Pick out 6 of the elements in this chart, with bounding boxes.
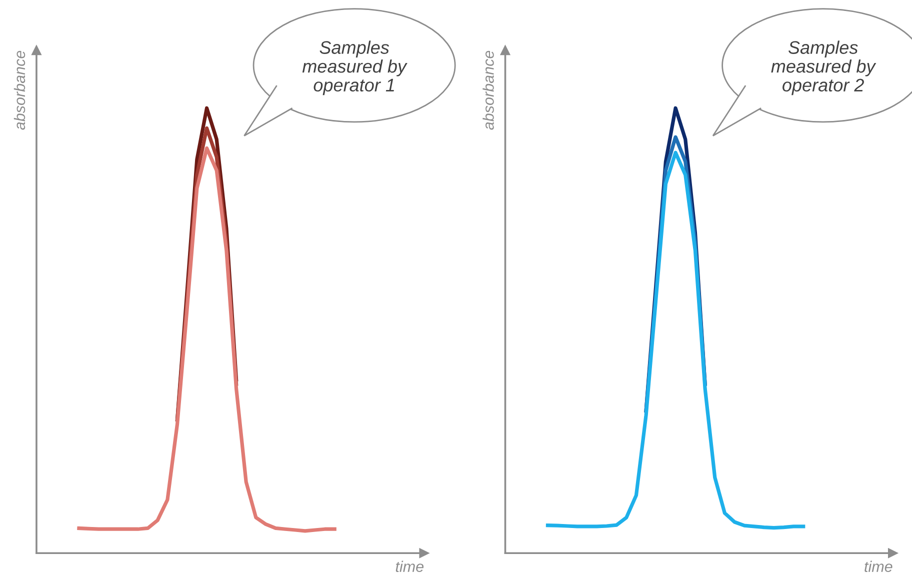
- text: Samples measured by operator 1: [302, 40, 408, 96]
- text: Samples measured by operator 2: [771, 40, 876, 96]
- y-axis-title: absorbance: [14, 50, 26, 130]
- y-axis-title: absorbance: [482, 50, 494, 130]
- x-axis-title: time: [864, 560, 892, 572]
- x-axis-title: time: [396, 560, 424, 572]
